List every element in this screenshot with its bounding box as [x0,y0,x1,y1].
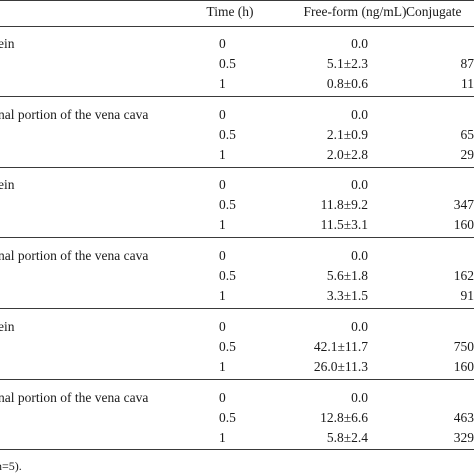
time-cell: 1 [219,359,226,374]
free-form-cell: 26.0±11.3 [313,359,368,374]
group-label: ein [0,319,15,334]
time-cell: 0.5 [219,197,236,212]
time-cell: 0 [219,177,226,192]
conjugate-cell: 87 [460,56,474,71]
bottom-rule [0,449,474,450]
free-form-cell: 0.8±0.6 [326,76,368,91]
conjugate-cell: 91 [460,288,474,303]
free-form-cell: 11.5±3.1 [320,217,368,232]
free-form-cell: 0.0 [351,107,368,122]
group-label: ein [0,177,15,192]
group-divider [0,237,474,238]
header-time: Time (h) [206,4,254,19]
free-form-cell: 0.0 [351,390,368,405]
time-cell: 0.5 [219,410,236,425]
group-divider [0,167,474,168]
footnote: n=5). [0,459,22,473]
conjugate-cell: 162 [453,268,474,283]
free-form-cell: 5.6±1.8 [326,268,368,283]
group-label: ein [0,36,15,51]
free-form-cell: 42.1±11.7 [313,339,368,354]
free-form-cell: 5.8±2.4 [326,430,368,445]
free-form-cell: 3.3±1.5 [326,288,368,303]
conjugate-cell: 463 [453,410,474,425]
conjugate-cell: 160 [453,217,474,232]
time-cell: 0 [219,36,226,51]
group-divider [0,96,474,97]
free-form-cell: 0.0 [351,177,368,192]
free-form-cell: 12.8±6.6 [320,410,368,425]
free-form-cell: 11.8±9.2 [320,197,368,212]
free-form-cell: 2.1±0.9 [326,127,368,142]
group-divider [0,379,474,380]
free-form-cell: 2.0±2.8 [326,147,368,162]
time-cell: 1 [219,288,226,303]
top-rule [0,0,474,1]
time-cell: 0.5 [219,127,236,142]
time-cell: 0 [219,248,226,263]
conjugate-cell: 329 [453,430,474,445]
header-rule [0,26,474,27]
time-cell: 0 [219,319,226,334]
time-cell: 1 [219,217,226,232]
group-label: nal portion of the vena cava [0,107,149,122]
conjugate-cell: 160 [453,359,474,374]
time-cell: 1 [219,76,226,91]
free-form-cell: 0.0 [351,36,368,51]
conjugate-cell: 65 [460,127,474,142]
header-conjugate: Conjugate [406,4,462,19]
free-form-cell: 0.0 [351,319,368,334]
conjugate-cell: 11 [461,76,474,91]
time-cell: 0 [219,390,226,405]
time-cell: 0.5 [219,339,236,354]
conjugate-cell: 29 [460,147,474,162]
conjugate-cell: 347 [453,197,474,212]
header-free-form: Free-form (ng/mL) [303,4,407,19]
group-divider [0,308,474,309]
free-form-cell: 5.1±2.3 [326,56,368,71]
group-label: nal portion of the vena cava [0,390,149,405]
time-cell: 0.5 [219,268,236,283]
free-form-cell: 0.0 [351,248,368,263]
group-label: nal portion of the vena cava [0,248,149,263]
time-cell: 0.5 [219,56,236,71]
time-cell: 0 [219,107,226,122]
time-cell: 1 [219,430,226,445]
conjugate-cell: 750 [453,339,474,354]
time-cell: 1 [219,147,226,162]
